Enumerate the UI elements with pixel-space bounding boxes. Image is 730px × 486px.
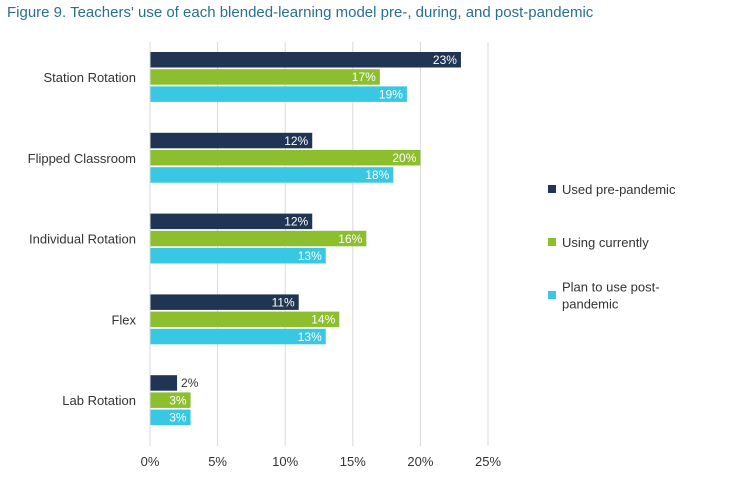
data-label: 23% — [433, 53, 457, 67]
bar — [150, 213, 313, 230]
legend-label: pandemic — [562, 297, 619, 312]
bar — [150, 375, 178, 391]
category-label: Flipped Classroom — [28, 151, 136, 166]
data-label: 3% — [169, 411, 187, 425]
bar — [150, 409, 191, 426]
category-label: Station Rotation — [43, 70, 136, 85]
data-label: 12% — [284, 215, 308, 229]
category-label: Individual Rotation — [29, 232, 136, 247]
x-tick-label: 10% — [272, 454, 298, 469]
legend-label: Plan to use post- — [562, 280, 660, 295]
x-tick-label: 15% — [340, 454, 366, 469]
bar — [150, 150, 421, 166]
legend-swatch — [548, 185, 556, 193]
bar — [150, 230, 367, 247]
data-label: 20% — [392, 151, 416, 165]
legend-label: Using currently — [562, 235, 649, 250]
data-label: 13% — [298, 249, 322, 263]
legend-swatch — [548, 291, 556, 299]
bar — [150, 328, 326, 345]
bar — [150, 248, 326, 264]
data-label: 19% — [379, 87, 403, 101]
data-label: 12% — [284, 134, 308, 148]
bar — [150, 69, 380, 85]
data-label: 16% — [338, 232, 362, 246]
data-label: 2% — [181, 376, 199, 390]
data-label: 14% — [311, 313, 335, 327]
bar — [150, 392, 191, 408]
data-label: 11% — [272, 295, 295, 309]
legend-swatch — [548, 238, 556, 246]
bar — [150, 294, 299, 310]
x-tick-label: 0% — [141, 454, 160, 469]
data-label: 13% — [298, 330, 322, 344]
bar — [150, 311, 340, 328]
legend-label: Used pre-pandemic — [562, 182, 676, 197]
category-label: Lab Rotation — [62, 393, 136, 408]
x-tick-label: 20% — [407, 454, 433, 469]
bar — [150, 52, 461, 68]
category-label: Flex — [111, 312, 136, 327]
bar — [150, 132, 313, 149]
bar — [150, 167, 394, 183]
x-tick-label: 25% — [475, 454, 501, 469]
data-label: 17% — [352, 70, 376, 84]
data-label: 18% — [365, 168, 389, 182]
chart-title: Figure 9. Teachers' use of each blended-… — [7, 4, 594, 21]
bar — [150, 86, 407, 102]
data-label: 3% — [169, 393, 187, 407]
x-tick-label: 5% — [208, 454, 227, 469]
